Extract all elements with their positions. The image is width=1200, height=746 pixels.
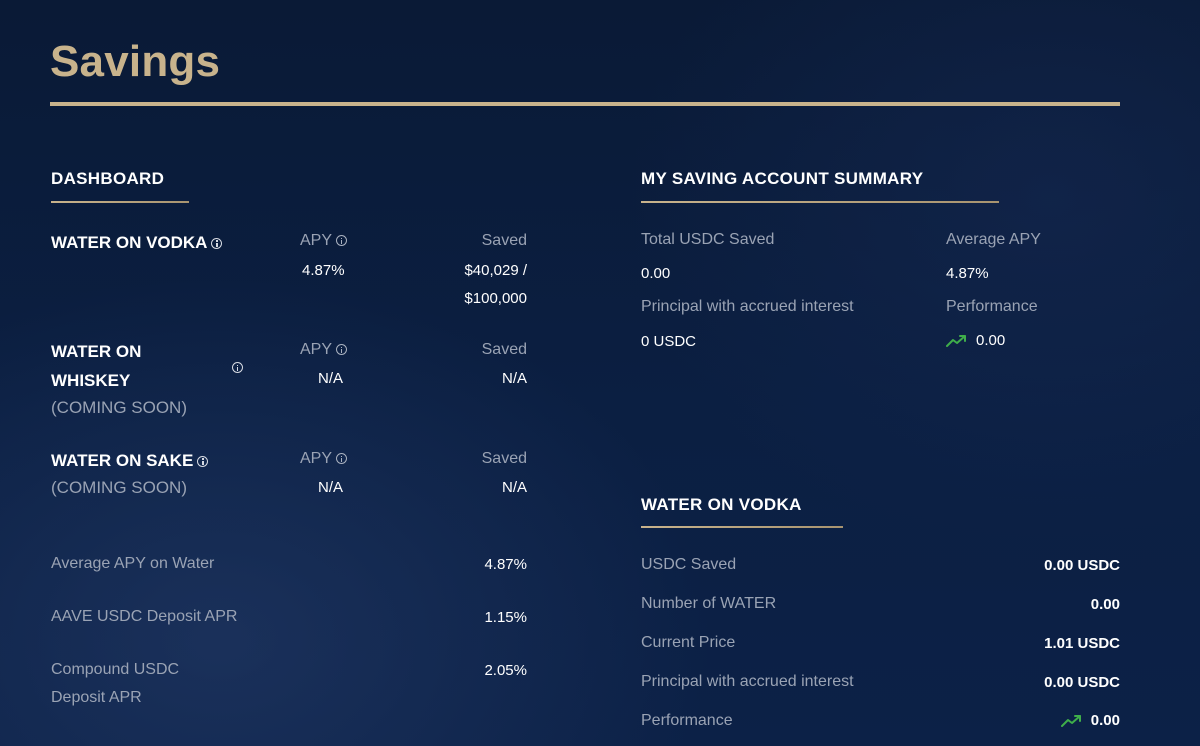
vodka-heading: WATER ON VODKA: [641, 495, 802, 514]
saved-label: Saved: [481, 341, 527, 358]
summary-heading: MY SAVING ACCOUNT SUMMARY: [641, 169, 924, 188]
saved-value-sake: N/A: [501, 479, 527, 496]
info-icon[interactable]: [197, 456, 209, 468]
vodka-row-label: Current Price: [641, 634, 736, 651]
vodka-row-label: USDC Saved: [641, 556, 737, 573]
stat-value-compound-apr: 2.05%: [484, 662, 527, 679]
average-apy-value: 4.87%: [946, 265, 989, 282]
info-icon[interactable]: [336, 235, 348, 247]
vodka-row-value: 1.01 USDC: [1044, 635, 1120, 652]
average-apy-label: Average APY: [946, 231, 1041, 248]
stat-label-compound-apr-line2: Deposit APR: [51, 689, 142, 706]
apy-value-whiskey: N/A: [318, 370, 344, 387]
info-icon[interactable]: [211, 238, 223, 250]
stat-label-compound-apr-line1: Compound USDC: [51, 661, 180, 678]
vodka-row-value: 0.00: [1090, 596, 1120, 613]
saved-value-vodka-line2: $100,000: [464, 290, 527, 307]
vodka-row-label: Performance: [641, 712, 733, 729]
info-icon[interactable]: [336, 344, 348, 356]
coming-soon-label: (COMING SOON): [51, 398, 187, 417]
apy-label: APY: [300, 450, 348, 468]
apy-label: APY: [300, 232, 348, 250]
product-name-whiskey-line1: WATER ON: [51, 342, 142, 361]
vodka-heading-rule: [641, 526, 843, 528]
stat-value-aave-apr: 1.15%: [484, 609, 527, 626]
trend-up-icon: [946, 335, 966, 348]
trend-up-icon: [1060, 715, 1081, 728]
total-saved-value: 0.00: [641, 265, 671, 282]
summary-heading-rule: [641, 201, 999, 203]
apy-value-vodka: 4.87%: [302, 262, 345, 279]
vodka-performance-value: 0.00: [900, 712, 1120, 729]
stat-label-average-apy: Average APY on Water: [51, 555, 215, 572]
stat-label-aave-apr: AAVE USDC Deposit APR: [51, 608, 238, 625]
vodka-row-label: Number of WATER: [641, 595, 777, 612]
product-name-whiskey-line2: WHISKEY: [51, 371, 131, 390]
principal-value: 0 USDC: [641, 333, 697, 350]
product-name-vodka[interactable]: WATER ON VODKA: [51, 228, 223, 257]
apy-value-sake: N/A: [318, 479, 344, 496]
product-name-sake[interactable]: WATER ON SAKE: [51, 446, 209, 475]
saved-value-whiskey: N/A: [501, 370, 527, 387]
vodka-row-label: Principal with accrued interest: [641, 673, 854, 690]
info-icon[interactable]: [232, 362, 243, 374]
saved-label: Saved: [481, 232, 527, 249]
performance-label: Performance: [946, 298, 1038, 315]
principal-label: Principal with accrued interest: [641, 298, 854, 315]
info-icon[interactable]: [336, 453, 348, 465]
saved-label: Saved: [481, 450, 527, 467]
stat-value-average-apy: 4.87%: [484, 556, 527, 573]
performance-value: 0.00: [946, 332, 1005, 349]
saved-value-vodka-line1: $40,029 /: [464, 262, 527, 279]
vodka-row-value: 0.00 USDC: [1044, 674, 1120, 691]
coming-soon-label: (COMING SOON): [51, 478, 187, 497]
vodka-row-value: 0.00 USDC: [1044, 557, 1120, 574]
apy-label: APY: [300, 341, 348, 359]
total-saved-label: Total USDC Saved: [641, 231, 775, 248]
dashboard-heading-rule: [51, 201, 189, 203]
dashboard-heading: DASHBOARD: [51, 169, 165, 188]
title-divider: [50, 102, 1120, 106]
page-title: Savings: [50, 37, 221, 86]
